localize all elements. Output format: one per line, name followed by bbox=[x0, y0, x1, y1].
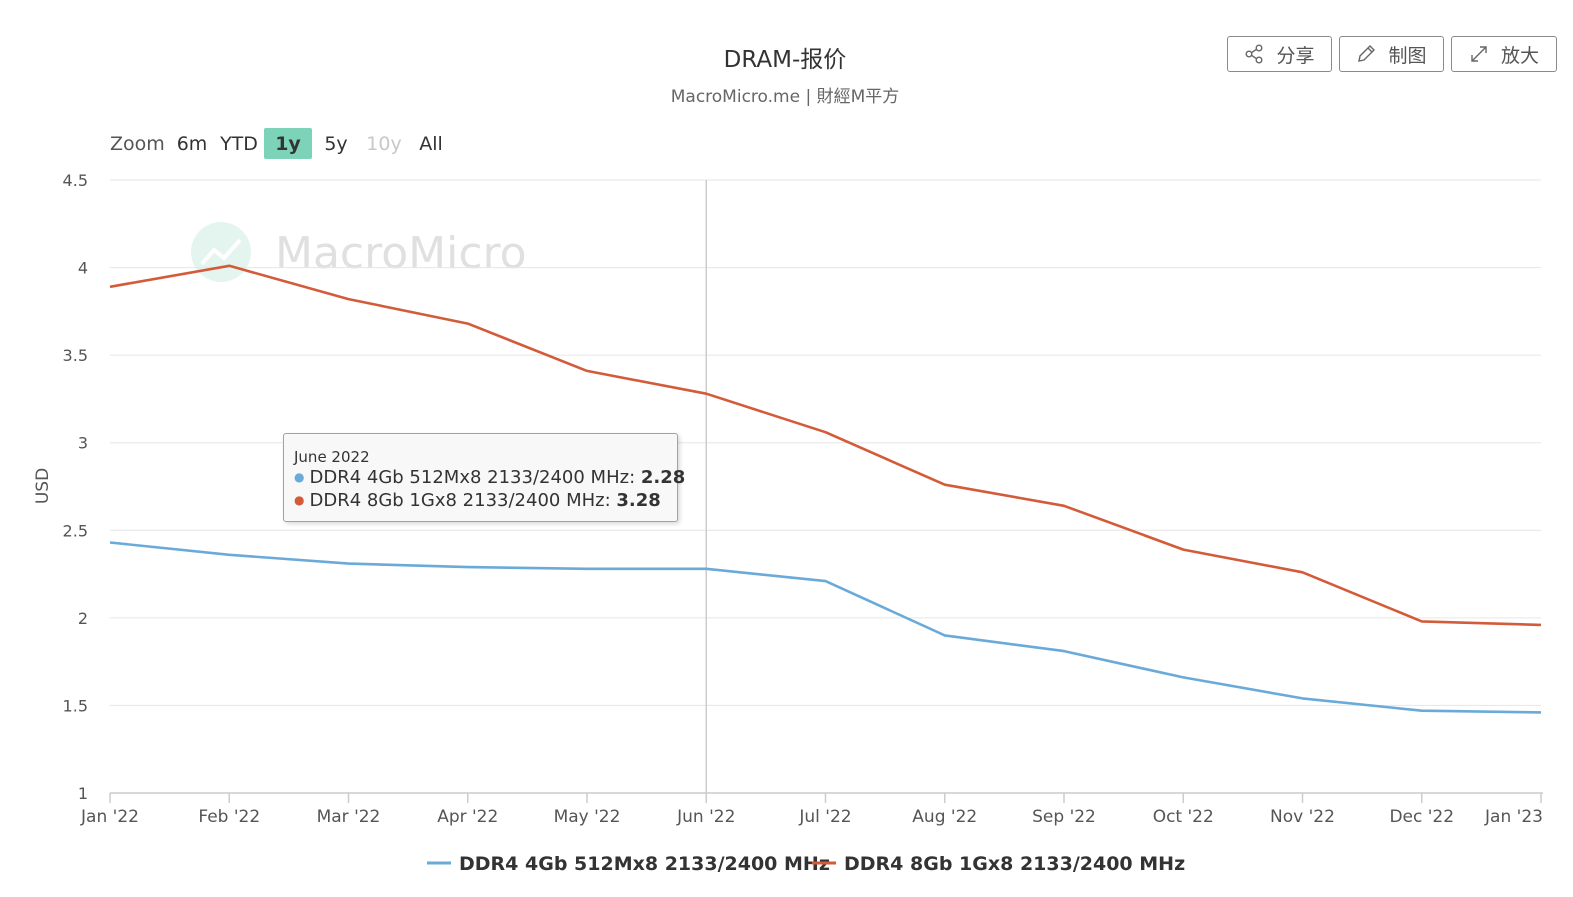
zoom-button-5y[interactable]: 5y bbox=[324, 133, 347, 155]
x-tick-label: Apr '22 bbox=[437, 807, 498, 827]
watermark-logo-icon bbox=[191, 222, 251, 282]
legend-item[interactable]: DDR4 4Gb 512Mx8 2133/2400 MHz bbox=[427, 853, 830, 875]
tooltip-series-name: DDR4 4Gb 512Mx8 2133/2400 MHz bbox=[309, 467, 630, 488]
zoom-label: Zoom bbox=[110, 133, 165, 155]
legend: DDR4 4Gb 512Mx8 2133/2400 MHz DDR4 8Gb 1G… bbox=[427, 853, 1185, 875]
data-tooltip: June 2022 ● DDR4 4Gb 512Mx8 2133/2400 MHz… bbox=[283, 433, 686, 522]
tooltip-series-name: DDR4 8Gb 1Gx8 2133/2400 MHz bbox=[309, 490, 605, 511]
zoom-button-ytd[interactable]: YTD bbox=[219, 133, 258, 155]
gridlines bbox=[110, 179, 1541, 706]
zoom-selected-highlight bbox=[264, 128, 312, 159]
draw-chart-label: 制图 bbox=[1388, 44, 1427, 67]
zoom-option-label: 6m bbox=[177, 133, 208, 155]
tooltip-series-value: 3.28 bbox=[616, 490, 661, 511]
zoom-button-1y[interactable]: 1y bbox=[264, 128, 312, 159]
legend-item[interactable]: DDR4 8Gb 1Gx8 2133/2400 MHz bbox=[812, 853, 1185, 875]
zoom-option-label: All bbox=[419, 133, 443, 155]
y-tick-label: 4.5 bbox=[63, 171, 88, 190]
y-tick-label: 4 bbox=[78, 259, 88, 278]
x-tick-label: Feb '22 bbox=[198, 807, 260, 827]
x-tick-label: Jan '23 bbox=[1484, 807, 1543, 827]
zoom-option-label: YTD bbox=[219, 133, 258, 155]
x-tick-label: May '22 bbox=[554, 807, 621, 827]
x-tick-label: Oct '22 bbox=[1153, 807, 1214, 827]
x-tick-label: Aug '22 bbox=[912, 807, 977, 827]
pencil-icon bbox=[1358, 45, 1376, 62]
zoom-option-label: 10y bbox=[366, 133, 401, 155]
series-dot-icon: ● bbox=[294, 493, 305, 507]
x-tick-label: Mar '22 bbox=[317, 807, 381, 827]
enlarge-label: 放大 bbox=[1500, 44, 1539, 67]
y-axis: 1 1.5 2 2.5 3 3.5 4 4.5 bbox=[63, 171, 88, 803]
y-tick-label: 2.5 bbox=[63, 521, 88, 540]
watermark-text: MacroMicro bbox=[275, 228, 527, 279]
share-label: 分享 bbox=[1276, 44, 1315, 67]
series-dot-icon: ● bbox=[294, 470, 305, 484]
draw-chart-button[interactable]: 制图 bbox=[1339, 36, 1444, 72]
zoom-option-label: 5y bbox=[324, 133, 347, 155]
y-tick-label: 3 bbox=[78, 434, 88, 453]
chart-subtitle: MacroMicro.me | 財經M平方 bbox=[671, 87, 900, 107]
share-icon bbox=[1245, 44, 1263, 64]
x-tick-label: Nov '22 bbox=[1270, 807, 1335, 827]
x-tick-label: Jul '22 bbox=[798, 807, 851, 827]
series-lines bbox=[109, 264, 1542, 714]
tooltip-header: June 2022 bbox=[294, 448, 370, 466]
zoom-button-all[interactable]: All bbox=[419, 133, 443, 155]
zoom-button-10y[interactable]: 10y bbox=[366, 133, 401, 155]
legend-label: DDR4 4Gb 512Mx8 2133/2400 MHz bbox=[459, 853, 830, 875]
x-tick-label: Dec '22 bbox=[1389, 807, 1454, 827]
legend-label: DDR4 8Gb 1Gx8 2133/2400 MHz bbox=[844, 853, 1185, 875]
tooltip-row: ● DDR4 8Gb 1Gx8 2133/2400 MHz: 3.28 bbox=[294, 490, 661, 511]
x-tick-label: Sep '22 bbox=[1032, 807, 1096, 827]
x-tick-label: Jun '22 bbox=[676, 807, 735, 827]
watermark: MacroMicro bbox=[191, 222, 527, 282]
expand-icon bbox=[1471, 46, 1487, 62]
tooltip-series-value: 2.28 bbox=[640, 467, 686, 488]
enlarge-button[interactable]: 放大 bbox=[1451, 36, 1557, 72]
y-tick-label: 3.5 bbox=[63, 346, 88, 365]
y-axis-title: USD bbox=[33, 468, 53, 504]
zoom-selector: Zoom 6m YTD 1y 5y 10y All bbox=[110, 128, 443, 159]
share-button[interactable]: 分享 bbox=[1227, 36, 1332, 72]
tooltip-row: ● DDR4 4Gb 512Mx8 2133/2400 MHz: 2.28 bbox=[294, 467, 686, 488]
zoom-option-label: 1y bbox=[275, 133, 301, 155]
chart-title: DRAM-报价 bbox=[724, 47, 847, 73]
x-axis: Jan '22 Feb '22 Mar '22 Apr '22 May '22 Jun '… bbox=[80, 792, 1543, 827]
x-tick-label: Jan '22 bbox=[80, 807, 139, 827]
series-line-2[interactable] bbox=[109, 264, 1542, 627]
watermark-logo-mark bbox=[200, 238, 242, 266]
y-tick-label: 1 bbox=[78, 784, 88, 803]
zoom-button-6m[interactable]: 6m bbox=[177, 133, 208, 155]
series-line-1[interactable] bbox=[109, 541, 1542, 714]
y-tick-label: 1.5 bbox=[63, 696, 88, 715]
y-tick-label: 2 bbox=[78, 609, 88, 628]
